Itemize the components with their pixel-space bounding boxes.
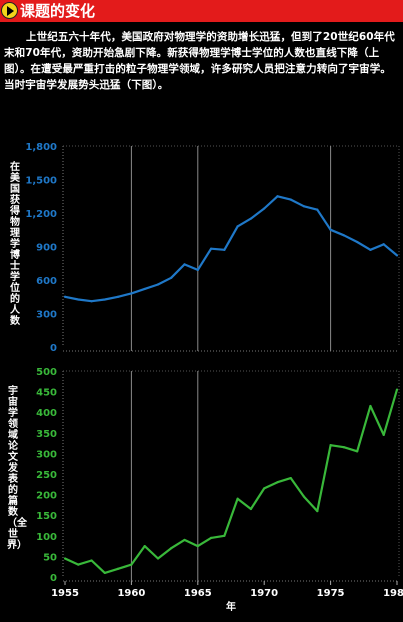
bottom-chart: 0 50 100 150 200 250 300 350 400 450 500 1955 1960 19… bbox=[36, 367, 403, 613]
top-data-point bbox=[130, 292, 133, 295]
bottom-data-point bbox=[395, 388, 399, 391]
bottom-data-point bbox=[329, 444, 332, 447]
xtick-label: 1975 bbox=[317, 588, 345, 599]
bottom-ytick-label: 400 bbox=[36, 408, 57, 419]
top-data-point bbox=[329, 228, 332, 231]
top-chart-ylabel: 在美国获得物理学博士学位的人数 bbox=[10, 162, 20, 327]
bottom-data-point bbox=[276, 481, 279, 484]
xtick-label: 1980 bbox=[383, 588, 403, 599]
bottom-data-point bbox=[117, 567, 120, 570]
bottom-data-point bbox=[63, 557, 67, 560]
top-data-point bbox=[342, 234, 345, 237]
top-ytick-label: 300 bbox=[36, 310, 57, 321]
intro-paragraph: 上世纪五六十年代，美国政府对物理学的资助增长迅猛，但到了20世纪60年代末和70… bbox=[4, 31, 395, 91]
bottom-ytick-label: 0 bbox=[50, 573, 57, 584]
bottom-data-point bbox=[236, 497, 239, 500]
bottom-ytick-label: 100 bbox=[36, 532, 57, 543]
top-data-point bbox=[77, 298, 80, 301]
bottom-ytick-label: 350 bbox=[36, 429, 57, 440]
bottom-ytick-label: 250 bbox=[36, 470, 57, 481]
bottom-data-point bbox=[209, 536, 213, 539]
bottom-data-point bbox=[77, 563, 80, 566]
top-data-point bbox=[236, 225, 239, 228]
top-chart: 0 300 600 900 1,200 1,500 1,800 bbox=[25, 142, 400, 354]
bottom-chart-ylabel: 宇宙学领域论文发表的篇数（全世界） bbox=[7, 386, 27, 551]
top-ytick-label: 1,500 bbox=[25, 176, 57, 187]
bottom-data-point bbox=[196, 545, 199, 548]
top-ytick-label: 1,800 bbox=[25, 142, 57, 153]
top-data-point bbox=[196, 268, 199, 272]
header-bar: 课题的变化 bbox=[0, 0, 403, 22]
top-data-point bbox=[143, 287, 146, 291]
bottom-data-point bbox=[382, 433, 385, 436]
bottom-data-point bbox=[156, 557, 160, 560]
bottom-data-point bbox=[103, 571, 106, 574]
top-data-point bbox=[289, 198, 292, 201]
top-data-point bbox=[223, 248, 226, 251]
bottom-ytick-label: 50 bbox=[43, 552, 57, 563]
top-data-point bbox=[263, 207, 266, 210]
top-data-point bbox=[156, 283, 160, 286]
bottom-ytick-label: 200 bbox=[36, 491, 57, 502]
bottom-data-point bbox=[342, 446, 345, 449]
top-ytick-label: 0 bbox=[50, 343, 57, 354]
xtick-label: 1965 bbox=[184, 588, 212, 599]
bottom-data-point bbox=[170, 547, 173, 550]
x-axis-label: 年 bbox=[226, 600, 236, 613]
bottom-data-point bbox=[249, 507, 253, 511]
bottom-data-point bbox=[130, 563, 133, 566]
top-data-point bbox=[302, 205, 306, 208]
top-data-point bbox=[170, 276, 173, 279]
bottom-data-point bbox=[289, 477, 292, 480]
top-data-point bbox=[209, 247, 213, 250]
top-data-point bbox=[369, 248, 372, 251]
top-data-point bbox=[90, 300, 93, 303]
bottom-ytick-label: 300 bbox=[36, 449, 57, 460]
top-data-point bbox=[117, 295, 120, 298]
bottom-data-point bbox=[302, 495, 306, 498]
top-ytick-label: 600 bbox=[36, 276, 57, 287]
bottom-data-point bbox=[263, 487, 266, 490]
top-data-point bbox=[183, 263, 186, 266]
top-ytick-label: 900 bbox=[36, 243, 57, 254]
bottom-ytick-label: 450 bbox=[36, 388, 57, 399]
bottom-data-point bbox=[356, 450, 359, 453]
bottom-ytick-label: 500 bbox=[36, 367, 57, 378]
top-data-point bbox=[63, 295, 67, 298]
bottom-data-point bbox=[143, 545, 146, 548]
top-data-point bbox=[395, 254, 399, 257]
play-icon bbox=[1, 2, 18, 19]
top-series-line bbox=[64, 195, 398, 303]
bottom-data-point bbox=[369, 404, 372, 408]
xtick-label: 1970 bbox=[250, 588, 278, 599]
top-data-point bbox=[316, 208, 319, 211]
bottom-data-point bbox=[183, 538, 186, 542]
top-ytick-label: 1,200 bbox=[25, 209, 57, 220]
top-data-point bbox=[356, 240, 359, 244]
top-data-point bbox=[103, 298, 106, 301]
top-data-point bbox=[276, 195, 279, 198]
bottom-series-line bbox=[64, 389, 399, 574]
bottom-ytick-label: 150 bbox=[36, 511, 57, 522]
bottom-data-point bbox=[223, 534, 226, 537]
xtick-label: 1955 bbox=[51, 588, 79, 599]
xtick-label: 1960 bbox=[117, 588, 145, 599]
bottom-data-point bbox=[316, 509, 319, 513]
header-title: 课题的变化 bbox=[20, 2, 96, 20]
top-data-point bbox=[382, 243, 385, 246]
top-data-point bbox=[249, 217, 253, 220]
bottom-data-point bbox=[90, 559, 93, 562]
